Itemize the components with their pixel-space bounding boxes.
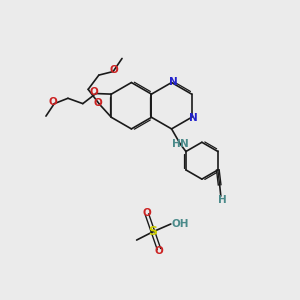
Text: N: N <box>180 140 189 149</box>
Text: N: N <box>169 77 177 87</box>
Text: N: N <box>189 112 197 123</box>
Text: O: O <box>142 208 151 218</box>
Text: H: H <box>218 195 227 205</box>
Text: OH: OH <box>172 219 190 229</box>
Text: S: S <box>148 225 158 238</box>
Text: O: O <box>155 246 164 256</box>
Text: O: O <box>109 65 118 75</box>
Text: O: O <box>48 98 57 107</box>
Text: O: O <box>90 87 98 97</box>
Text: H: H <box>172 140 181 149</box>
Text: O: O <box>94 98 103 108</box>
